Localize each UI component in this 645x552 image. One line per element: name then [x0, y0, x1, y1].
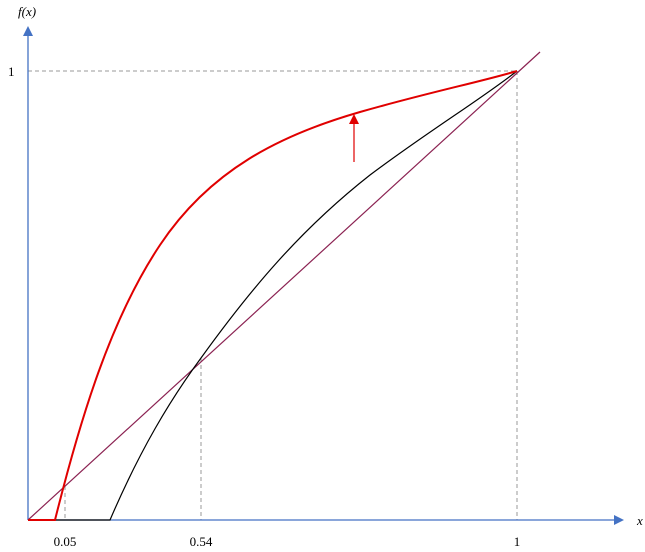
y-axis-label: f(x) [18, 4, 36, 19]
y-tick-label: 1 [8, 64, 15, 79]
x-tick-label: 0.05 [54, 534, 77, 549]
red-curve [28, 70, 518, 521]
black-curve [28, 70, 518, 521]
dashed-guides [28, 70, 518, 520]
x-tick-label: 0.54 [190, 534, 213, 549]
diagonal-line [27, 51, 541, 521]
x-axis-label: x [636, 513, 643, 528]
x-tick-label: 1 [514, 534, 521, 549]
